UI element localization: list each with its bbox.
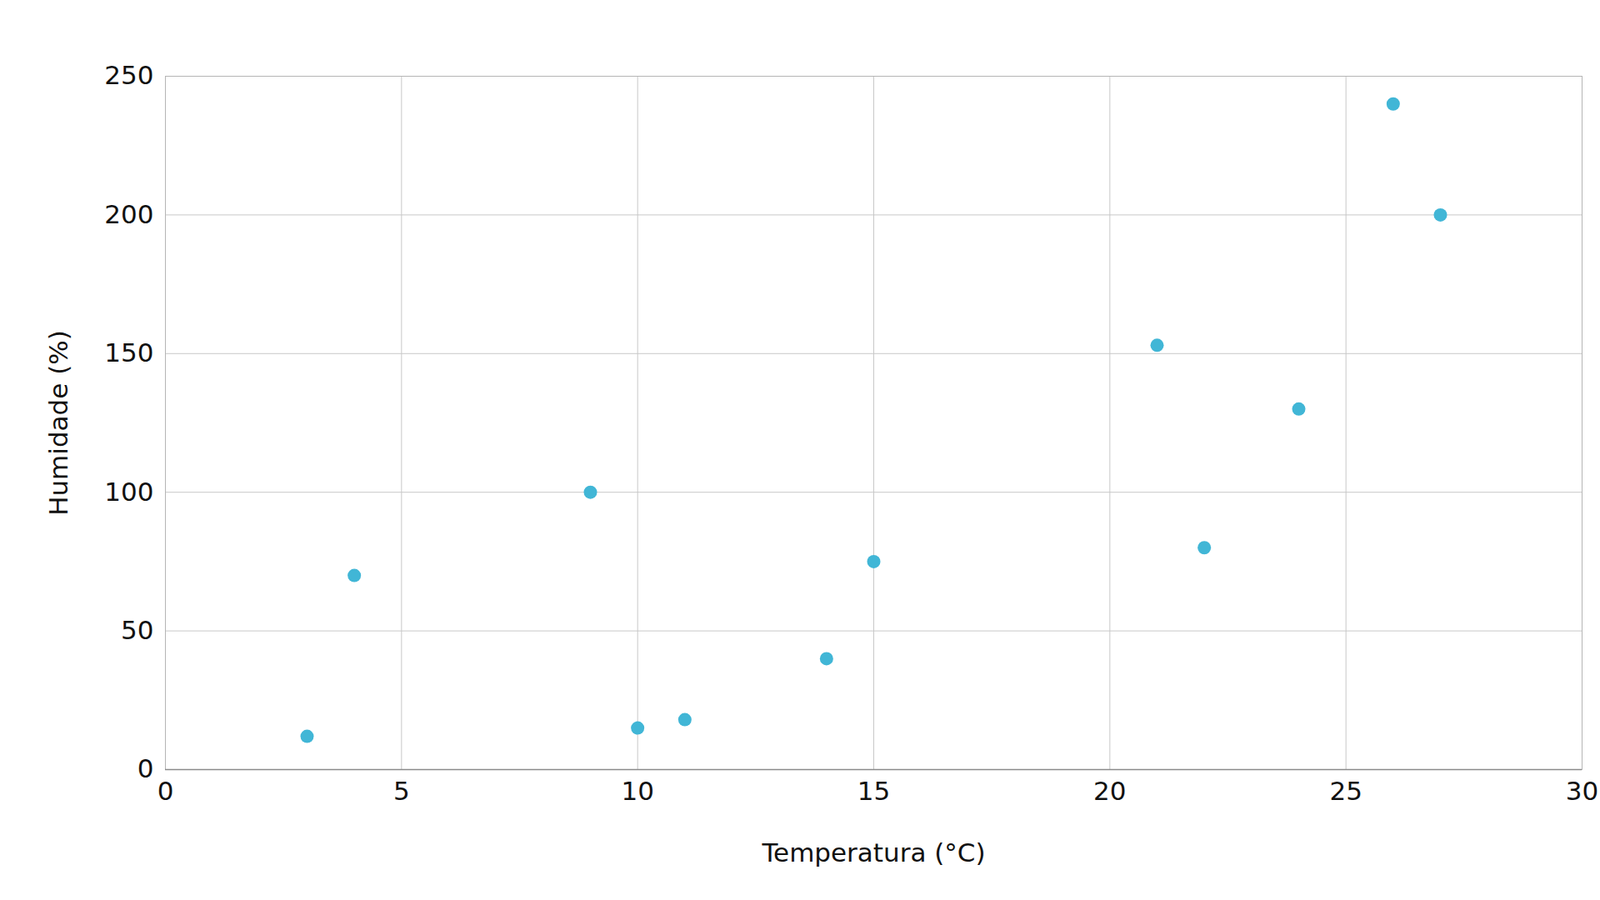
svg-text:30: 30: [1565, 775, 1599, 806]
svg-text:20: 20: [1093, 775, 1126, 806]
svg-text:Humidade (%): Humidade (%): [43, 330, 74, 516]
svg-text:25: 25: [1329, 775, 1362, 806]
svg-text:15: 15: [857, 775, 890, 806]
svg-text:10: 10: [620, 775, 654, 806]
svg-text:5: 5: [393, 775, 410, 806]
svg-text:50: 50: [120, 615, 154, 645]
svg-text:0: 0: [137, 753, 155, 784]
svg-text:150: 150: [104, 337, 154, 368]
svg-text:100: 100: [104, 476, 154, 507]
svg-text:250: 250: [104, 60, 154, 90]
svg-text:200: 200: [104, 199, 154, 230]
svg-text:Temperatura (°C): Temperatura (°C): [760, 837, 985, 868]
svg-text:0: 0: [157, 775, 175, 806]
